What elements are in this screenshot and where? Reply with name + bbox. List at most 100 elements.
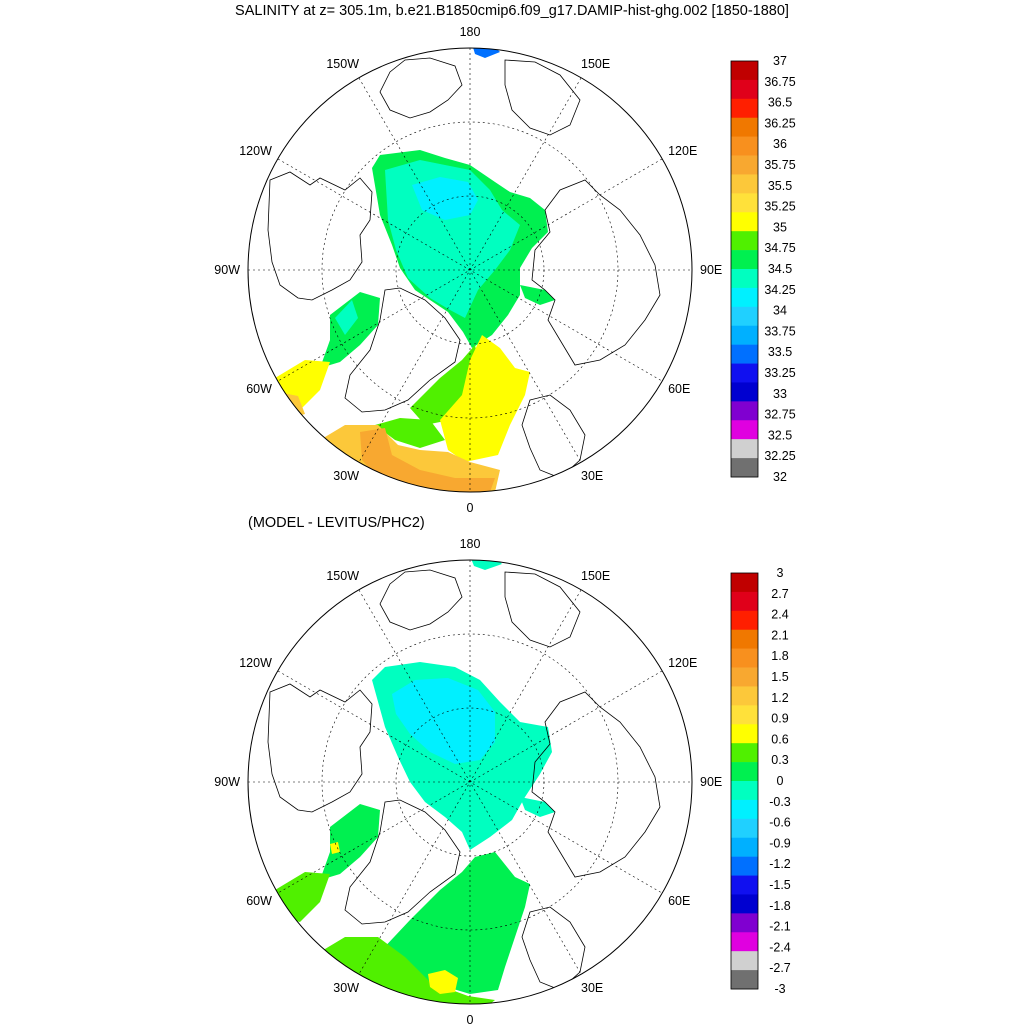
longitude-label: 90W (214, 263, 240, 277)
difference-panel-subtitle: (MODEL - LEVITUS/PHC2) (248, 515, 425, 531)
colorbar-swatch (731, 856, 758, 876)
colorbar-tick-label: 36.75 (764, 75, 795, 89)
longitude-label: 30W (333, 469, 359, 483)
coastline-canadian-archipelago (267, 683, 373, 813)
colorbar-swatch (731, 932, 758, 952)
longitude-label: 60W (246, 382, 272, 396)
colorbar-tick-label: 36.5 (768, 96, 792, 110)
longitude-label: 0 (467, 1013, 474, 1024)
colorbar-swatch (731, 818, 758, 839)
colorbar-tick-label: 32.5 (768, 428, 792, 442)
field-region-siberian-shelf (520, 285, 555, 305)
coastline-alaska (379, 569, 463, 631)
colorbar-swatch (731, 117, 758, 137)
colorbar-swatch (731, 781, 758, 801)
longitude-label: 60E (668, 382, 690, 396)
coastline-greenland (344, 799, 461, 925)
colorbar-tick-label: 2.7 (771, 587, 788, 601)
colorbar-tick-label: 32.25 (764, 449, 795, 463)
coastline-chukotka (504, 571, 581, 648)
colorbar-swatch (731, 306, 758, 327)
colorbar-tick-label: -0.3 (769, 795, 791, 809)
coastline-alaska (379, 57, 463, 119)
colorbar-border (730, 60, 759, 478)
colorbar-swatch (731, 724, 758, 744)
colorbar-tick-label: 37 (773, 54, 787, 68)
field-region-baffin-cyan (335, 300, 358, 335)
colorbar-swatch (731, 79, 758, 100)
colorbar-tick-label: 34.5 (768, 262, 792, 276)
field-region-atlantic-orange-deep (360, 428, 495, 492)
colorbar-swatch (731, 363, 758, 383)
colorbar-tick-label: 0.9 (771, 712, 788, 726)
colorbar-swatch (731, 762, 758, 782)
longitude-label: 120W (239, 656, 272, 670)
colorbar-tick-label: 36.25 (764, 116, 795, 130)
colorbar-tick-label: -0.6 (769, 816, 791, 830)
field-region-baffin (320, 804, 380, 880)
colorbar-swatch (731, 401, 758, 421)
field-region-canada-basin-core (392, 678, 495, 764)
polar-plot-border (247, 559, 693, 1005)
colorbar-swatch (731, 420, 758, 440)
colorbar-swatch (731, 193, 758, 213)
colorbar-tick-label: 34.75 (764, 241, 795, 255)
longitude-labels: 180 150E 120E 90E 60E 30E 0 30W 60W 90W 120W 150W (214, 25, 722, 512)
colorbar-tick-label: 35 (773, 220, 787, 234)
colorbar-swatch (731, 287, 758, 308)
colorbar-swatch (731, 325, 758, 345)
longitude-label: 120W (239, 144, 272, 158)
colorbar-swatch (731, 212, 758, 232)
graticule (248, 48, 692, 492)
colorbar-tick-label: 1.2 (771, 691, 788, 705)
colorbar-swatch (731, 61, 758, 81)
colorbar-swatch (731, 970, 758, 990)
colorbar-tick-label: 0 (777, 774, 784, 788)
colorbar-swatch (731, 174, 758, 194)
longitude-labels: 180 150E 120E 90E 60E 30E 0 30W 60W 90W 120W 150W (214, 537, 722, 1024)
longitude-label: 120E (668, 656, 697, 670)
longitude-label: 180 (460, 25, 481, 39)
colorbar-border (730, 572, 759, 990)
longitude-label: 30E (581, 469, 603, 483)
longitude-label: 60W (246, 894, 272, 908)
colorbar-tick-label: 2.1 (771, 628, 788, 642)
colorbar-tick-label: -0.9 (769, 836, 791, 850)
colorbar-swatch (731, 648, 758, 668)
coastline-canadian-archipelago (267, 171, 373, 301)
coastline-chukotka (504, 59, 581, 136)
longitude-label: 150W (326, 569, 359, 583)
field-region-siberian-shelf (520, 797, 555, 817)
colorbar-tick-label: 35.25 (764, 200, 795, 214)
colorbar-swatch (731, 913, 758, 933)
field-region-nordic-yellow (440, 335, 530, 462)
polar-plot-border (247, 47, 693, 493)
field-region-bering-blue (472, 48, 500, 58)
colorbar-swatch (731, 231, 758, 251)
salinity-map-panel: 180 150E 120E 90E 60E 30E 0 30W 60W 90W 120W 150W 3… (214, 25, 795, 512)
colorbar-tick-label: -3 (774, 982, 785, 996)
colorbar-tick-label: 33.5 (768, 345, 792, 359)
colorbar-swatch (731, 250, 758, 270)
colorbar-tick-label: 33 (773, 387, 787, 401)
longitude-label: 150E (581, 569, 610, 583)
colorbar-tick-label: 3 (777, 566, 784, 580)
longitude-label: 90E (700, 263, 722, 277)
colorbar-swatch (731, 610, 758, 631)
colorbar-swatch (731, 629, 758, 649)
colorbar-swatch (731, 799, 758, 820)
colorbar-tick-label: 1.8 (771, 649, 788, 663)
colorbar-tick-label: -2.4 (769, 940, 791, 954)
colorbar-tick-label: 34.25 (764, 283, 795, 297)
colorbar-tick-label: 1.5 (771, 670, 788, 684)
colorbar-tick-label: -1.5 (769, 878, 791, 892)
colorbar-tick-label: 35.5 (768, 179, 792, 193)
figure-title: SALINITY at z= 305.1m, b.e21.B1850cmip6.… (235, 3, 789, 19)
colorbar-swatch (731, 951, 758, 971)
longitude-label: 30W (333, 981, 359, 995)
colorbar-tick-label: 32 (773, 470, 787, 484)
colorbar-swatch (731, 136, 758, 156)
colorbar-tick-label: 34 (773, 304, 787, 318)
longitude-label: 120E (668, 144, 697, 158)
colorbar-tick-label: 0.3 (771, 753, 788, 767)
